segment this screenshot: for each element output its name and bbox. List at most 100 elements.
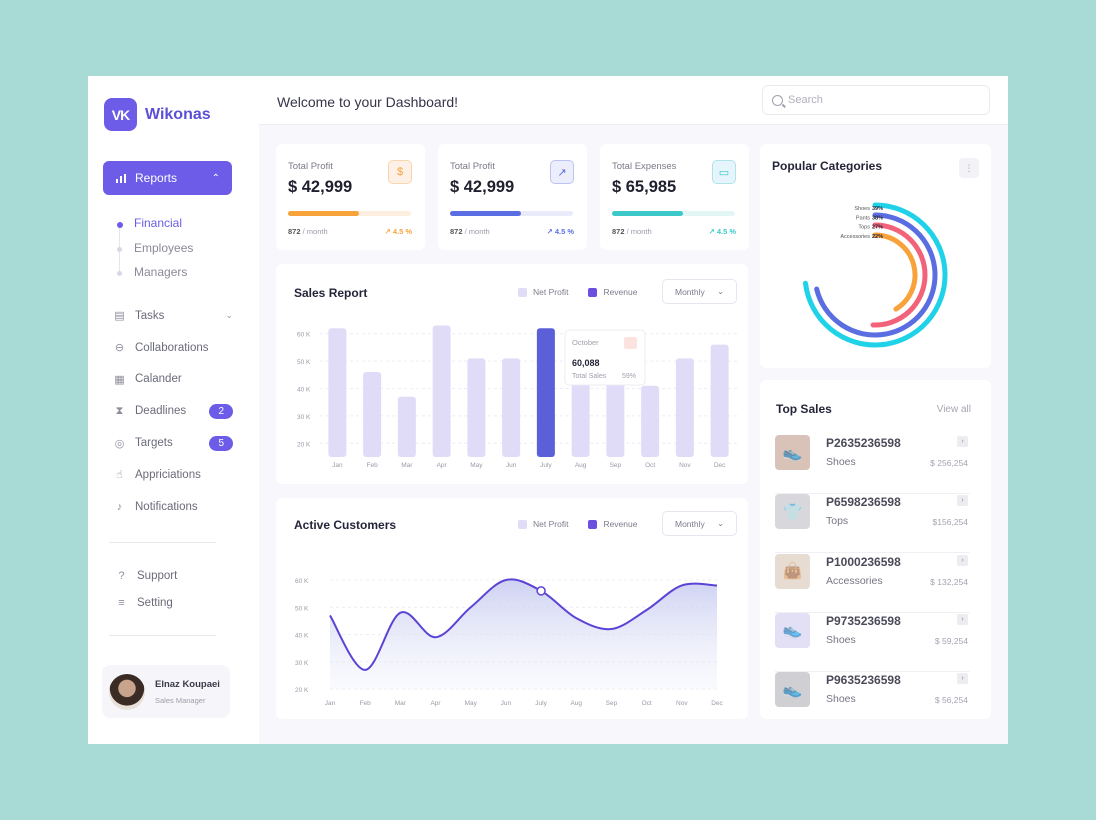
product-thumbnail: 👜 bbox=[775, 553, 810, 589]
reports-button[interactable]: Reports ⌃ bbox=[103, 161, 232, 195]
x-tick-label: May bbox=[465, 700, 478, 707]
bar-jun[interactable] bbox=[502, 358, 521, 457]
x-tick-label: Feb bbox=[360, 700, 372, 707]
sales-report-card: Sales Report Net Profit Revenue Monthly ⌄… bbox=[276, 264, 748, 484]
nav-label: Support bbox=[137, 569, 178, 582]
product-price: $156,254 bbox=[932, 517, 968, 528]
sidebar-item-support[interactable]: ? Support bbox=[115, 562, 177, 589]
highlight-point[interactable] bbox=[536, 586, 546, 596]
stat-count: 872 bbox=[288, 227, 301, 236]
product-image-icon: 👟 bbox=[782, 681, 803, 699]
sidebar-item-calander[interactable]: ▦ Calander bbox=[113, 364, 233, 396]
chevron-right-icon[interactable]: › bbox=[957, 613, 968, 625]
user-profile[interactable]: Elnaz Koupaei Sales Manager bbox=[102, 665, 230, 718]
nav-label: Appriciations bbox=[135, 468, 201, 481]
stat-unit: / month bbox=[464, 227, 490, 236]
sidebar-item-tasks[interactable]: ▤ Tasks ⌄ bbox=[113, 300, 233, 332]
chevron-right-icon[interactable]: › bbox=[957, 673, 968, 685]
arc-pants[interactable] bbox=[814, 212, 938, 338]
view-all-link[interactable]: View all bbox=[936, 404, 971, 415]
bar-may[interactable] bbox=[467, 358, 486, 457]
active-dot-icon bbox=[117, 222, 123, 228]
sidebar-item-targets[interactable]: ◎ Targets 5 bbox=[113, 427, 233, 459]
chevron-right-icon[interactable]: › bbox=[957, 554, 968, 566]
top-sales-row[interactable]: 👕 P6598236598 Tops $156,254 › bbox=[775, 494, 970, 554]
nav-label: Targets bbox=[135, 437, 173, 450]
sidebar-item-appriciations[interactable]: ☝ Appriciations bbox=[113, 459, 233, 491]
customers-period-dropdown[interactable]: Monthly ⌄ bbox=[662, 511, 737, 536]
product-price: $ 256,254 bbox=[930, 458, 968, 468]
calendar-icon: ▦ bbox=[114, 373, 125, 386]
bar-oct[interactable] bbox=[641, 385, 660, 457]
bar-nov[interactable] bbox=[675, 358, 694, 457]
category-label: Pants bbox=[856, 215, 870, 221]
x-tick-label: Dec bbox=[711, 700, 723, 707]
trend-chart-icon[interactable]: ↗ bbox=[550, 160, 574, 184]
sales-report-legend: Net Profit Revenue bbox=[518, 287, 638, 298]
customers-line-chart: 60 K 50 K 40 K 30 K 20 K Jan Feb Mar Apr May Jun Ju… bbox=[295, 578, 724, 707]
revenue-line bbox=[329, 578, 718, 671]
arc-tops[interactable] bbox=[870, 222, 928, 328]
top-sales-row[interactable]: 👟 P9735236598 Shoes $ 59,254 › bbox=[775, 612, 970, 672]
submenu-item-financial[interactable]: Financial bbox=[117, 216, 193, 241]
legend-net-profit: Net Profit bbox=[518, 519, 568, 530]
x-tick-label: Nov bbox=[679, 462, 691, 469]
bar-dec[interactable] bbox=[710, 344, 729, 457]
chevron-right-icon[interactable]: › bbox=[957, 436, 968, 447]
dot-icon bbox=[117, 271, 122, 276]
dollar-icon[interactable]: $ bbox=[388, 160, 412, 184]
vk-logo-icon: VK bbox=[104, 98, 137, 131]
bar-feb[interactable] bbox=[363, 372, 382, 457]
bar-apr[interactable] bbox=[432, 325, 451, 457]
arc-shoes[interactable] bbox=[802, 202, 948, 348]
bar-july[interactable] bbox=[536, 328, 555, 457]
stat-label: Total Expenses bbox=[612, 161, 677, 172]
page-title: Welcome to your Dashboard! bbox=[277, 94, 459, 110]
search-box[interactable] bbox=[762, 85, 990, 115]
product-price: $ 132,254 bbox=[930, 576, 968, 587]
more-icon[interactable]: ⋮ bbox=[959, 158, 979, 178]
y-tick-label: 30 K bbox=[295, 660, 309, 667]
stat-card: Total Profit $ 42,999 $872 / month ↗ 4.5 % bbox=[276, 144, 425, 250]
arc-accessories[interactable] bbox=[872, 232, 918, 312]
card-icon[interactable]: ▭ bbox=[712, 160, 736, 184]
sales-report-title: Sales Report bbox=[294, 286, 368, 300]
category-label: Tops bbox=[858, 225, 870, 231]
sidebar-item-notifications[interactable]: ♪ Notifications bbox=[113, 491, 233, 523]
legend-label: Revenue bbox=[603, 287, 638, 297]
search-input[interactable] bbox=[788, 94, 968, 106]
x-tick-label: Jun bbox=[506, 462, 517, 469]
popular-categories-card: Popular Categories ⋮ Shoes 39% Pants 38% Top… bbox=[760, 144, 991, 368]
product-image-icon: 👕 bbox=[782, 503, 803, 521]
brand-logo[interactable]: VK Wikonas bbox=[104, 98, 211, 131]
top-sales-row[interactable]: 👜 P1000236598 Accessories $ 132,254 › bbox=[775, 553, 970, 613]
chevron-down-icon: ⌄ bbox=[717, 287, 724, 296]
sidebar-item-collaborations[interactable]: ⊖ Collaborations bbox=[113, 332, 233, 364]
chevron-right-icon[interactable]: › bbox=[957, 495, 968, 507]
x-tick-label: Aug bbox=[570, 700, 582, 707]
legend-label: Net Profit bbox=[533, 287, 569, 297]
sales-period-dropdown[interactable]: Monthly ⌄ bbox=[662, 279, 737, 304]
collaborations-icon: ⊖ bbox=[114, 342, 125, 355]
stat-progress-fill bbox=[612, 211, 684, 216]
submenu-label: Employees bbox=[134, 240, 194, 255]
product-code: P9635236598 bbox=[826, 673, 901, 688]
product-price: $ 56,254 bbox=[934, 695, 968, 706]
category-percent: 38% bbox=[872, 215, 883, 221]
stat-progress-track bbox=[288, 211, 411, 216]
bar-jan[interactable] bbox=[328, 328, 347, 457]
stat-value: $ 42,999 bbox=[288, 178, 353, 196]
sidebar-divider bbox=[109, 635, 216, 636]
submenu-item-employees[interactable]: Employees bbox=[117, 240, 194, 266]
x-tick-label: Oct bbox=[642, 700, 652, 707]
top-sales-row[interactable]: 👟 P2635236598 Shoes $ 256,254 › bbox=[775, 435, 970, 494]
submenu-item-managers[interactable]: Managers bbox=[117, 265, 193, 290]
y-tick-label: 30 K bbox=[297, 414, 311, 421]
sidebar-item-setting[interactable]: ≡ Setting bbox=[115, 589, 177, 616]
sidebar-item-deadlines[interactable]: ⧗ Deadlines 2 bbox=[113, 395, 233, 427]
tooltip-percent: 59% bbox=[622, 373, 636, 380]
stat-change: ↗ 4.5 % bbox=[708, 227, 736, 236]
top-sales-row[interactable]: 👟 P9635236598 Shoes $ 56,254 › bbox=[775, 672, 970, 719]
bar-mar[interactable] bbox=[397, 396, 416, 457]
x-tick-label: July bbox=[540, 462, 552, 469]
